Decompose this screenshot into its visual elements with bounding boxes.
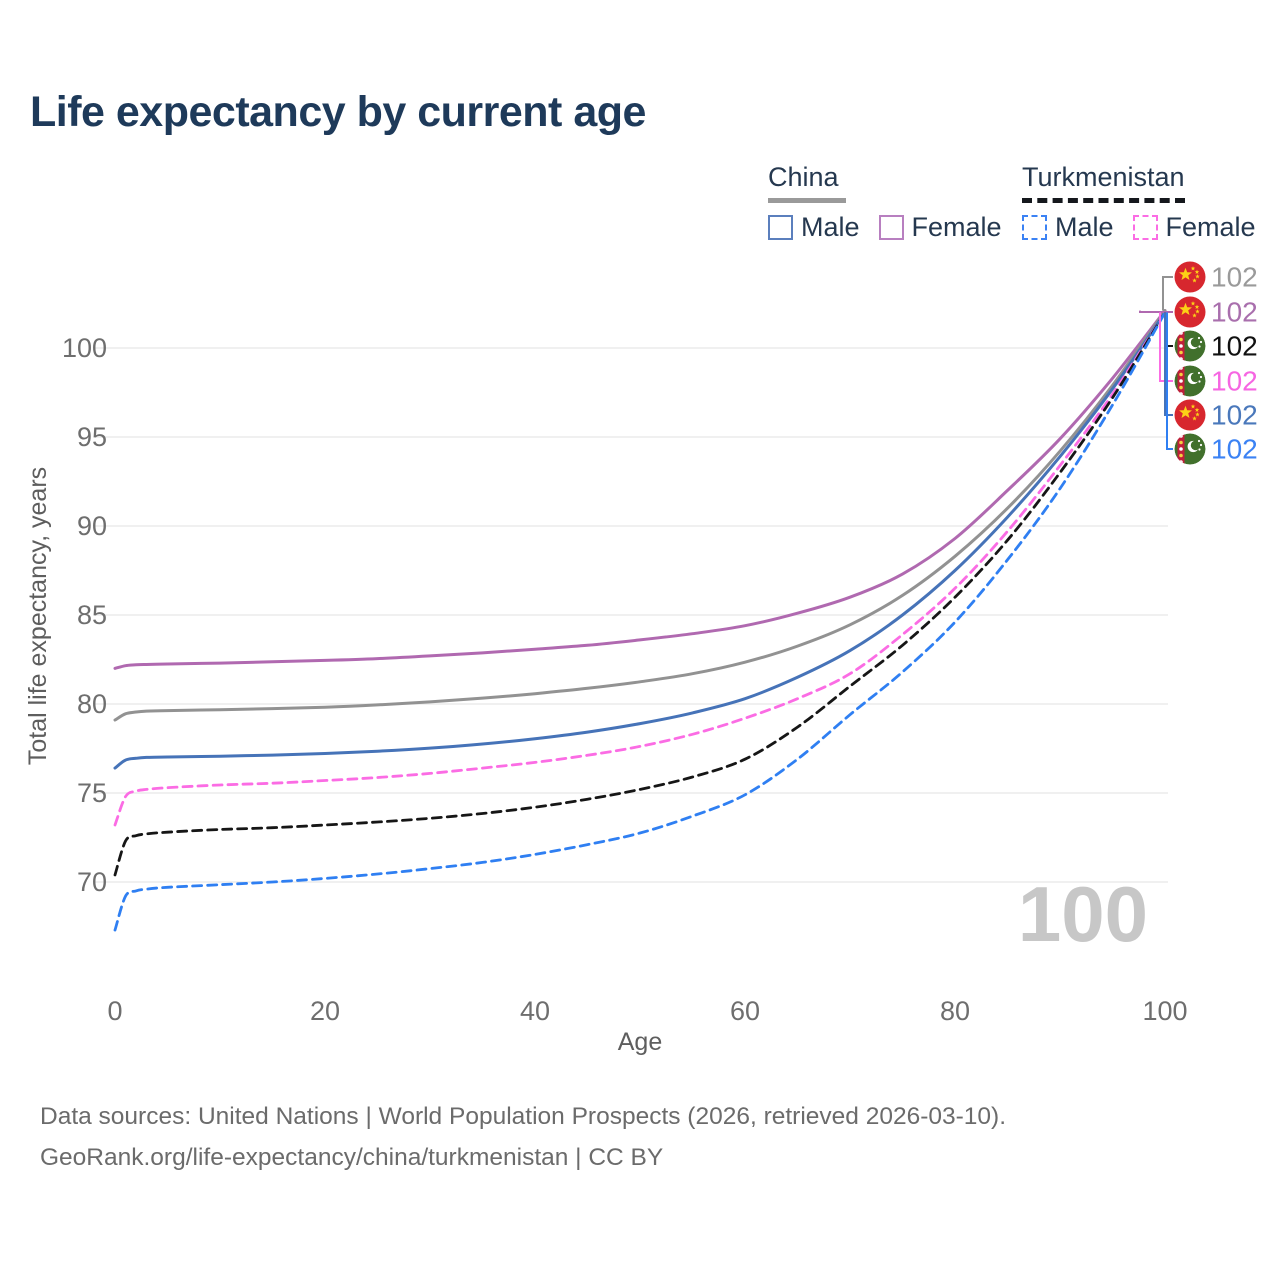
x-tick-40: 40 [520, 996, 550, 1026]
y-tick-80: 80 [77, 689, 107, 719]
x-axis-title: Age [618, 1028, 662, 1056]
legend-china-label: China [768, 162, 839, 192]
x-tick-60: 60 [730, 996, 760, 1026]
legend-turkmenistan-male-label: Male [1055, 212, 1114, 242]
legend-turkmenistan-male[interactable]: Male [1022, 212, 1114, 243]
turkmenistan-female-swatch-icon [1132, 215, 1158, 240]
footer-attribution: GeoRank.org/life-expectancy/china/turkme… [40, 1144, 664, 1171]
legend-group-turkmenistan: Turkmenistan Male Female [1022, 162, 1256, 243]
legend-turkmenistan-label: Turkmenistan [1022, 162, 1185, 192]
turkmenistan-male-swatch-icon [1022, 215, 1047, 240]
leader-line-china-male [1164, 312, 1173, 416]
series-line-china-total[interactable] [113, 309, 1167, 722]
series-line-turkmenistan-male[interactable] [113, 311, 1167, 932]
legend-group-china: China Male Female [768, 162, 1002, 243]
series-line-turkmenistan-total[interactable] [113, 311, 1167, 877]
end-label-china-total: 102 [1211, 262, 1258, 293]
legend-china-entry[interactable]: China [768, 162, 846, 203]
leader-line-china-female [1139, 310, 1173, 313]
leader-line-turkmenistan-male [1166, 312, 1173, 450]
china-flag-icon [1174, 261, 1206, 293]
y-tick-70: 70 [77, 867, 107, 897]
y-tick-95: 95 [77, 422, 107, 452]
y-tick-85: 85 [77, 600, 107, 630]
leader-line-turkmenistan-female [1159, 312, 1173, 382]
china-male-swatch-icon [768, 215, 793, 240]
china-female-swatch-icon [878, 215, 904, 240]
x-tick-20: 20 [310, 996, 340, 1026]
legend-turkmenistan-female-label: Female [1165, 212, 1256, 242]
turkmenistan-flag-icon [1174, 433, 1206, 465]
watermark-age: 100 [1018, 870, 1148, 958]
end-label-china-male: 102 [1211, 400, 1258, 431]
end-label-turkmenistan-male: 102 [1211, 434, 1258, 465]
footer-sources: Data sources: United Nations | World Pop… [40, 1103, 1007, 1130]
y-tick-90: 90 [77, 511, 107, 541]
legend-turkmenistan-entry[interactable]: Turkmenistan [1022, 162, 1185, 203]
legend-china-female[interactable]: Female [878, 212, 1002, 243]
series-line-china-male[interactable] [113, 310, 1167, 770]
footer: Data sources: United Nations | World Pop… [40, 1096, 1006, 1178]
leader-line-china-total [1162, 276, 1173, 311]
x-tick-80: 80 [940, 996, 970, 1026]
legend-china-male-label: Male [801, 212, 860, 242]
series-line-turkmenistan-female[interactable] [113, 311, 1167, 827]
china-flag-icon [1174, 399, 1206, 431]
y-tick-75: 75 [77, 778, 107, 808]
y-axis-title: Total life expectancy, years [24, 467, 52, 765]
turkmenistan-flag-icon [1174, 330, 1206, 362]
y-tick-100: 100 [62, 333, 107, 363]
x-tick-0: 0 [107, 996, 122, 1026]
end-label-turkmenistan-female: 102 [1211, 366, 1258, 397]
end-label-china-female: 102 [1211, 297, 1258, 328]
x-tick-100: 100 [1142, 996, 1187, 1026]
legend: China Male Female Turkmenistan M [0, 0, 1280, 250]
page-title: Life expectancy by current age [30, 88, 646, 136]
china-flag-icon [1174, 296, 1206, 328]
turkmenistan-flag-icon [1174, 365, 1206, 397]
legend-china-female-label: Female [911, 212, 1002, 242]
end-label-turkmenistan-total: 102 [1211, 331, 1258, 362]
legend-turkmenistan-female[interactable]: Female [1132, 212, 1256, 243]
legend-china-male[interactable]: Male [768, 212, 860, 243]
series-line-china-female[interactable] [113, 309, 1167, 670]
